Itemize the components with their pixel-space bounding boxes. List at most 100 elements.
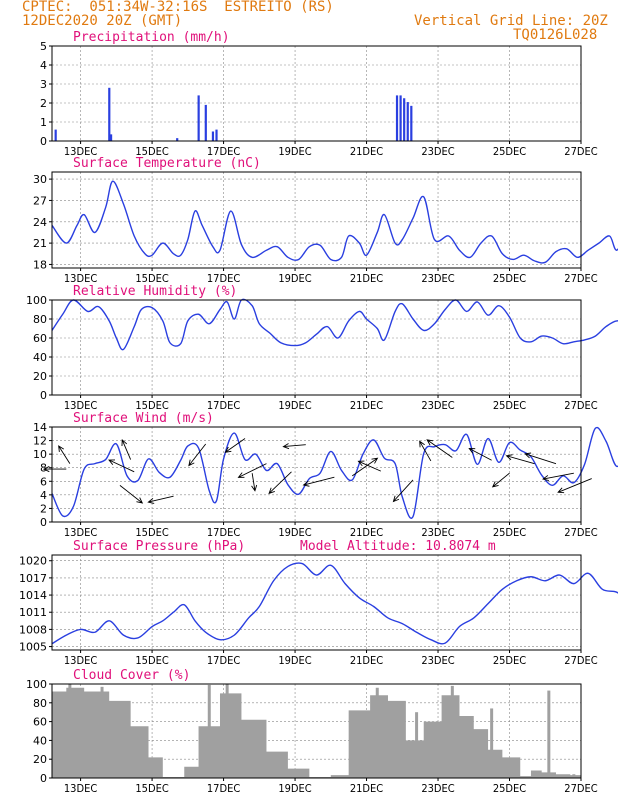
y-tick-label: 30: [33, 173, 47, 186]
x-tick-label: 27DEC: [564, 654, 597, 667]
header-code: TQ0126L028: [513, 27, 598, 43]
cloud-cover-bar: [547, 690, 551, 778]
x-tick-label: 23DEC: [421, 272, 454, 285]
wind-vector-arrow: [524, 452, 557, 465]
x-tick-label: 19DEC: [278, 399, 311, 412]
precip-bar: [109, 134, 113, 141]
precip-panel: 0 1 2 3 4 5 13DEC 15DEC 17DEC 19DEC 21DEC 23DEC 25DE…: [40, 30, 598, 158]
x-tick-label: 25DEC: [493, 526, 526, 539]
y-tick-label: 21: [33, 237, 47, 250]
wind-vector-arrow: [251, 473, 258, 492]
x-tick-label: 25DEC: [493, 782, 526, 795]
x-tick-label: 13DEC: [64, 526, 97, 539]
x-tick-label: 19DEC: [278, 272, 311, 285]
wind-vector-arrow: [302, 476, 335, 487]
y-tick-label: 1020: [19, 555, 47, 568]
x-tick-label: 25DEC: [493, 654, 526, 667]
temp-title: Surface Temperature (nC): [73, 156, 261, 171]
y-tick-label: 5: [40, 40, 47, 53]
x-tick-label: 15DEC: [135, 654, 168, 667]
x-tick-label: 23DEC: [421, 526, 454, 539]
precip-bar: [215, 129, 218, 141]
x-tick-label: 27DEC: [564, 272, 597, 285]
cloud-cover-bar: [225, 684, 229, 778]
x-tick-label: 21DEC: [350, 654, 383, 667]
x-tick-label: 17DEC: [207, 399, 240, 412]
rh-panel: 0 20 40 60 80 100 13DEC 15DEC 17DEC 19DEC 21DEC 23D…: [26, 284, 618, 412]
y-tick-label: 60: [33, 332, 47, 345]
y-tick-label: 4: [40, 59, 47, 72]
wind-vector-arrow: [188, 443, 207, 467]
wind-vector-arrow: [237, 463, 267, 478]
y-tick-label: 10: [33, 448, 47, 461]
y-tick-label: 1011: [19, 606, 47, 619]
cloud-cover-bar: [490, 708, 494, 778]
cloud-frame: [51, 683, 582, 779]
x-tick-label: 25DEC: [493, 272, 526, 285]
precip-title: Precipitation (mm/h): [73, 30, 230, 45]
x-tick-label: 13DEC: [64, 782, 97, 795]
x-tick-label: 19DEC: [278, 782, 311, 795]
x-tick-label: 21DEC: [350, 526, 383, 539]
y-tick-label: 1017: [19, 572, 47, 585]
y-tick-label: 8: [40, 462, 47, 475]
precip-bar: [406, 102, 409, 141]
x-tick-label: 21DEC: [350, 272, 383, 285]
y-tick-label: 100: [26, 294, 47, 307]
press-panel: 1005 1008 1011 1014 1017 1020 13DEC 15DEC 17DEC 1…: [19, 539, 618, 667]
cloud-cover-bar: [100, 686, 104, 778]
y-tick-label: 24: [33, 216, 47, 229]
x-tick-label: 19DEC: [278, 654, 311, 667]
wind-vector-arrow: [357, 460, 382, 472]
temp-frame: [51, 171, 582, 269]
y-tick-label: 40: [33, 351, 47, 364]
wind-vector-arrow: [224, 438, 246, 453]
y-tick-label: 1: [40, 116, 47, 129]
x-tick-label: 17DEC: [207, 145, 240, 158]
precip-bar: [176, 138, 179, 141]
x-tick-label: 27DEC: [564, 145, 597, 158]
y-tick-label: 100: [26, 678, 47, 691]
wind-vector-arrow: [505, 454, 535, 465]
cloud-cover-bar: [68, 684, 72, 778]
rh-series-line: [51, 298, 618, 351]
wind-vector-arrow: [42, 466, 67, 473]
temp-panel: 18 21 24 27 30 13DEC 15DEC 17DEC 19DEC 21DEC 23DEC…: [33, 156, 618, 285]
wind-vector-arrow: [542, 472, 574, 482]
wind-vector-arrow: [426, 439, 453, 458]
y-tick-label: 2: [40, 97, 47, 110]
wind-vector-arrow: [108, 459, 135, 473]
y-tick-label: 0: [40, 516, 47, 529]
precip-bar: [395, 95, 399, 141]
cloud-title: Cloud Cover (%): [73, 668, 190, 683]
y-tick-label: 3: [40, 78, 47, 91]
x-tick-label: 27DEC: [564, 399, 597, 412]
y-tick-label: 0: [40, 389, 47, 402]
wind-vector-arrow: [491, 472, 510, 488]
wind-vector-arrow: [147, 495, 174, 504]
press-title: Surface Pressure (hPa): [73, 539, 245, 554]
y-tick-label: 40: [33, 734, 47, 747]
x-tick-label: 15DEC: [135, 782, 168, 795]
x-tick-label: 15DEC: [135, 526, 168, 539]
y-tick-label: 27: [33, 194, 47, 207]
y-tick-label: 20: [33, 370, 47, 383]
wind-vector-arrow: [119, 485, 144, 504]
y-tick-label: 1005: [19, 641, 47, 654]
cloud-cover-bar: [207, 684, 211, 778]
y-tick-label: 0: [40, 135, 47, 148]
x-tick-label: 13DEC: [64, 145, 97, 158]
temp-series-line: [51, 180, 618, 264]
y-tick-label: 1014: [19, 589, 47, 602]
x-tick-label: 19DEC: [278, 145, 311, 158]
wind-vector-arrow: [58, 445, 71, 464]
x-tick-label: 21DEC: [350, 145, 383, 158]
x-tick-label: 23DEC: [421, 654, 454, 667]
press-frame: [51, 554, 582, 651]
wind-title: Surface Wind (m/s): [73, 411, 214, 426]
y-tick-label: 80: [33, 313, 47, 326]
precip-bar: [197, 95, 200, 141]
header-station: CPTEC: 051:34W-32:16S ESTREITO (RS): [22, 0, 334, 15]
